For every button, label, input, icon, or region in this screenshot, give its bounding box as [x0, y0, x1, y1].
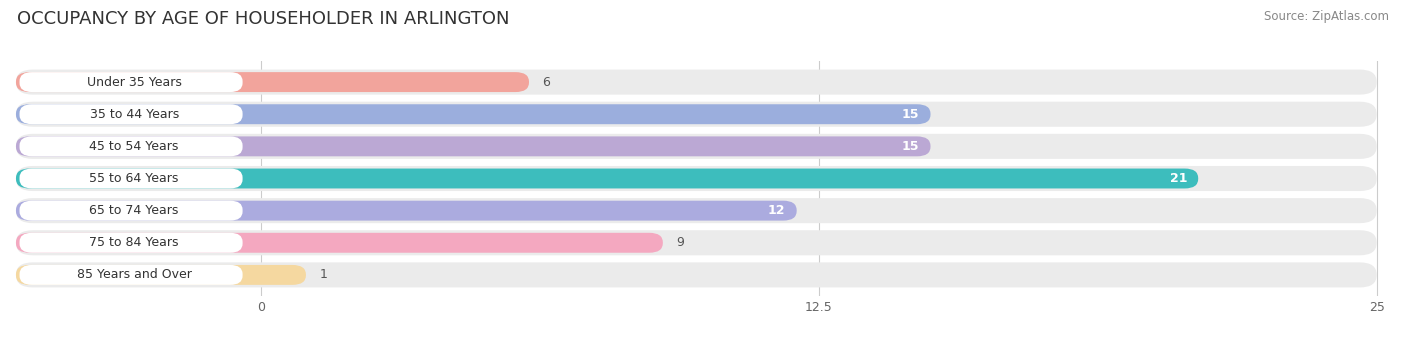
FancyBboxPatch shape	[15, 136, 931, 156]
FancyBboxPatch shape	[15, 169, 1198, 188]
Text: 35 to 44 Years: 35 to 44 Years	[90, 108, 179, 121]
FancyBboxPatch shape	[15, 72, 529, 92]
Text: 9: 9	[676, 236, 685, 249]
FancyBboxPatch shape	[20, 136, 243, 156]
FancyBboxPatch shape	[20, 233, 243, 253]
FancyBboxPatch shape	[15, 230, 1376, 255]
Text: 55 to 64 Years: 55 to 64 Years	[90, 172, 179, 185]
FancyBboxPatch shape	[15, 262, 1376, 287]
Text: 12: 12	[768, 204, 786, 217]
FancyBboxPatch shape	[15, 265, 307, 285]
Text: 6: 6	[543, 75, 550, 89]
FancyBboxPatch shape	[20, 169, 243, 188]
FancyBboxPatch shape	[15, 104, 931, 124]
Text: 15: 15	[901, 108, 920, 121]
FancyBboxPatch shape	[20, 104, 243, 124]
Text: 45 to 54 Years: 45 to 54 Years	[90, 140, 179, 153]
FancyBboxPatch shape	[20, 72, 243, 92]
Text: Source: ZipAtlas.com: Source: ZipAtlas.com	[1264, 10, 1389, 23]
Text: 15: 15	[901, 140, 920, 153]
FancyBboxPatch shape	[15, 233, 662, 253]
FancyBboxPatch shape	[15, 166, 1376, 191]
Text: OCCUPANCY BY AGE OF HOUSEHOLDER IN ARLINGTON: OCCUPANCY BY AGE OF HOUSEHOLDER IN ARLIN…	[17, 10, 509, 28]
Text: 85 Years and Over: 85 Years and Over	[77, 268, 191, 282]
Text: Under 35 Years: Under 35 Years	[87, 75, 181, 89]
FancyBboxPatch shape	[15, 70, 1376, 95]
FancyBboxPatch shape	[15, 198, 1376, 223]
FancyBboxPatch shape	[15, 134, 1376, 159]
Text: 21: 21	[1170, 172, 1187, 185]
FancyBboxPatch shape	[20, 265, 243, 285]
FancyBboxPatch shape	[20, 201, 243, 221]
Text: 65 to 74 Years: 65 to 74 Years	[90, 204, 179, 217]
Text: 75 to 84 Years: 75 to 84 Years	[90, 236, 179, 249]
Text: 1: 1	[319, 268, 328, 282]
FancyBboxPatch shape	[15, 201, 797, 221]
FancyBboxPatch shape	[15, 102, 1376, 127]
